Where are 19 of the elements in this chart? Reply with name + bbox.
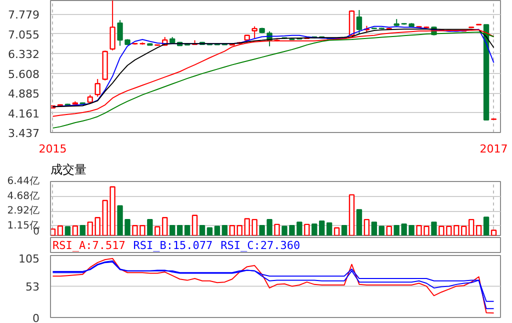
y-tick-label: 3.437 [8,127,40,140]
y-tick-label: 6.332 [8,48,40,62]
y-tick-label: 53 [26,280,40,294]
y-tick-label: 5.608 [8,68,40,81]
y-tick-label: 4.885 [8,88,40,101]
chart-title: 成交量 [50,162,86,176]
y-tick-label: 4.161 [8,107,40,120]
y-tick-label: 7.779 [8,8,40,22]
text: RSI_B:15.077 [133,239,213,252]
x-tick-label: 2017 [480,142,508,156]
x-tick-label: 2015 [38,142,67,156]
y-tick-label: 105 [18,252,40,266]
y-tick-label: 6.44亿 [7,176,40,187]
text: RSI_A:7.517 [52,239,126,252]
y-tick-label: 7.055 [8,28,40,42]
y-tick-label: 2.92亿 [7,206,40,217]
y-tick-label: 4.68亿 [7,190,40,202]
y-tick-label: 0 [32,312,40,323]
text: RSI_C:27.360 [220,239,300,252]
